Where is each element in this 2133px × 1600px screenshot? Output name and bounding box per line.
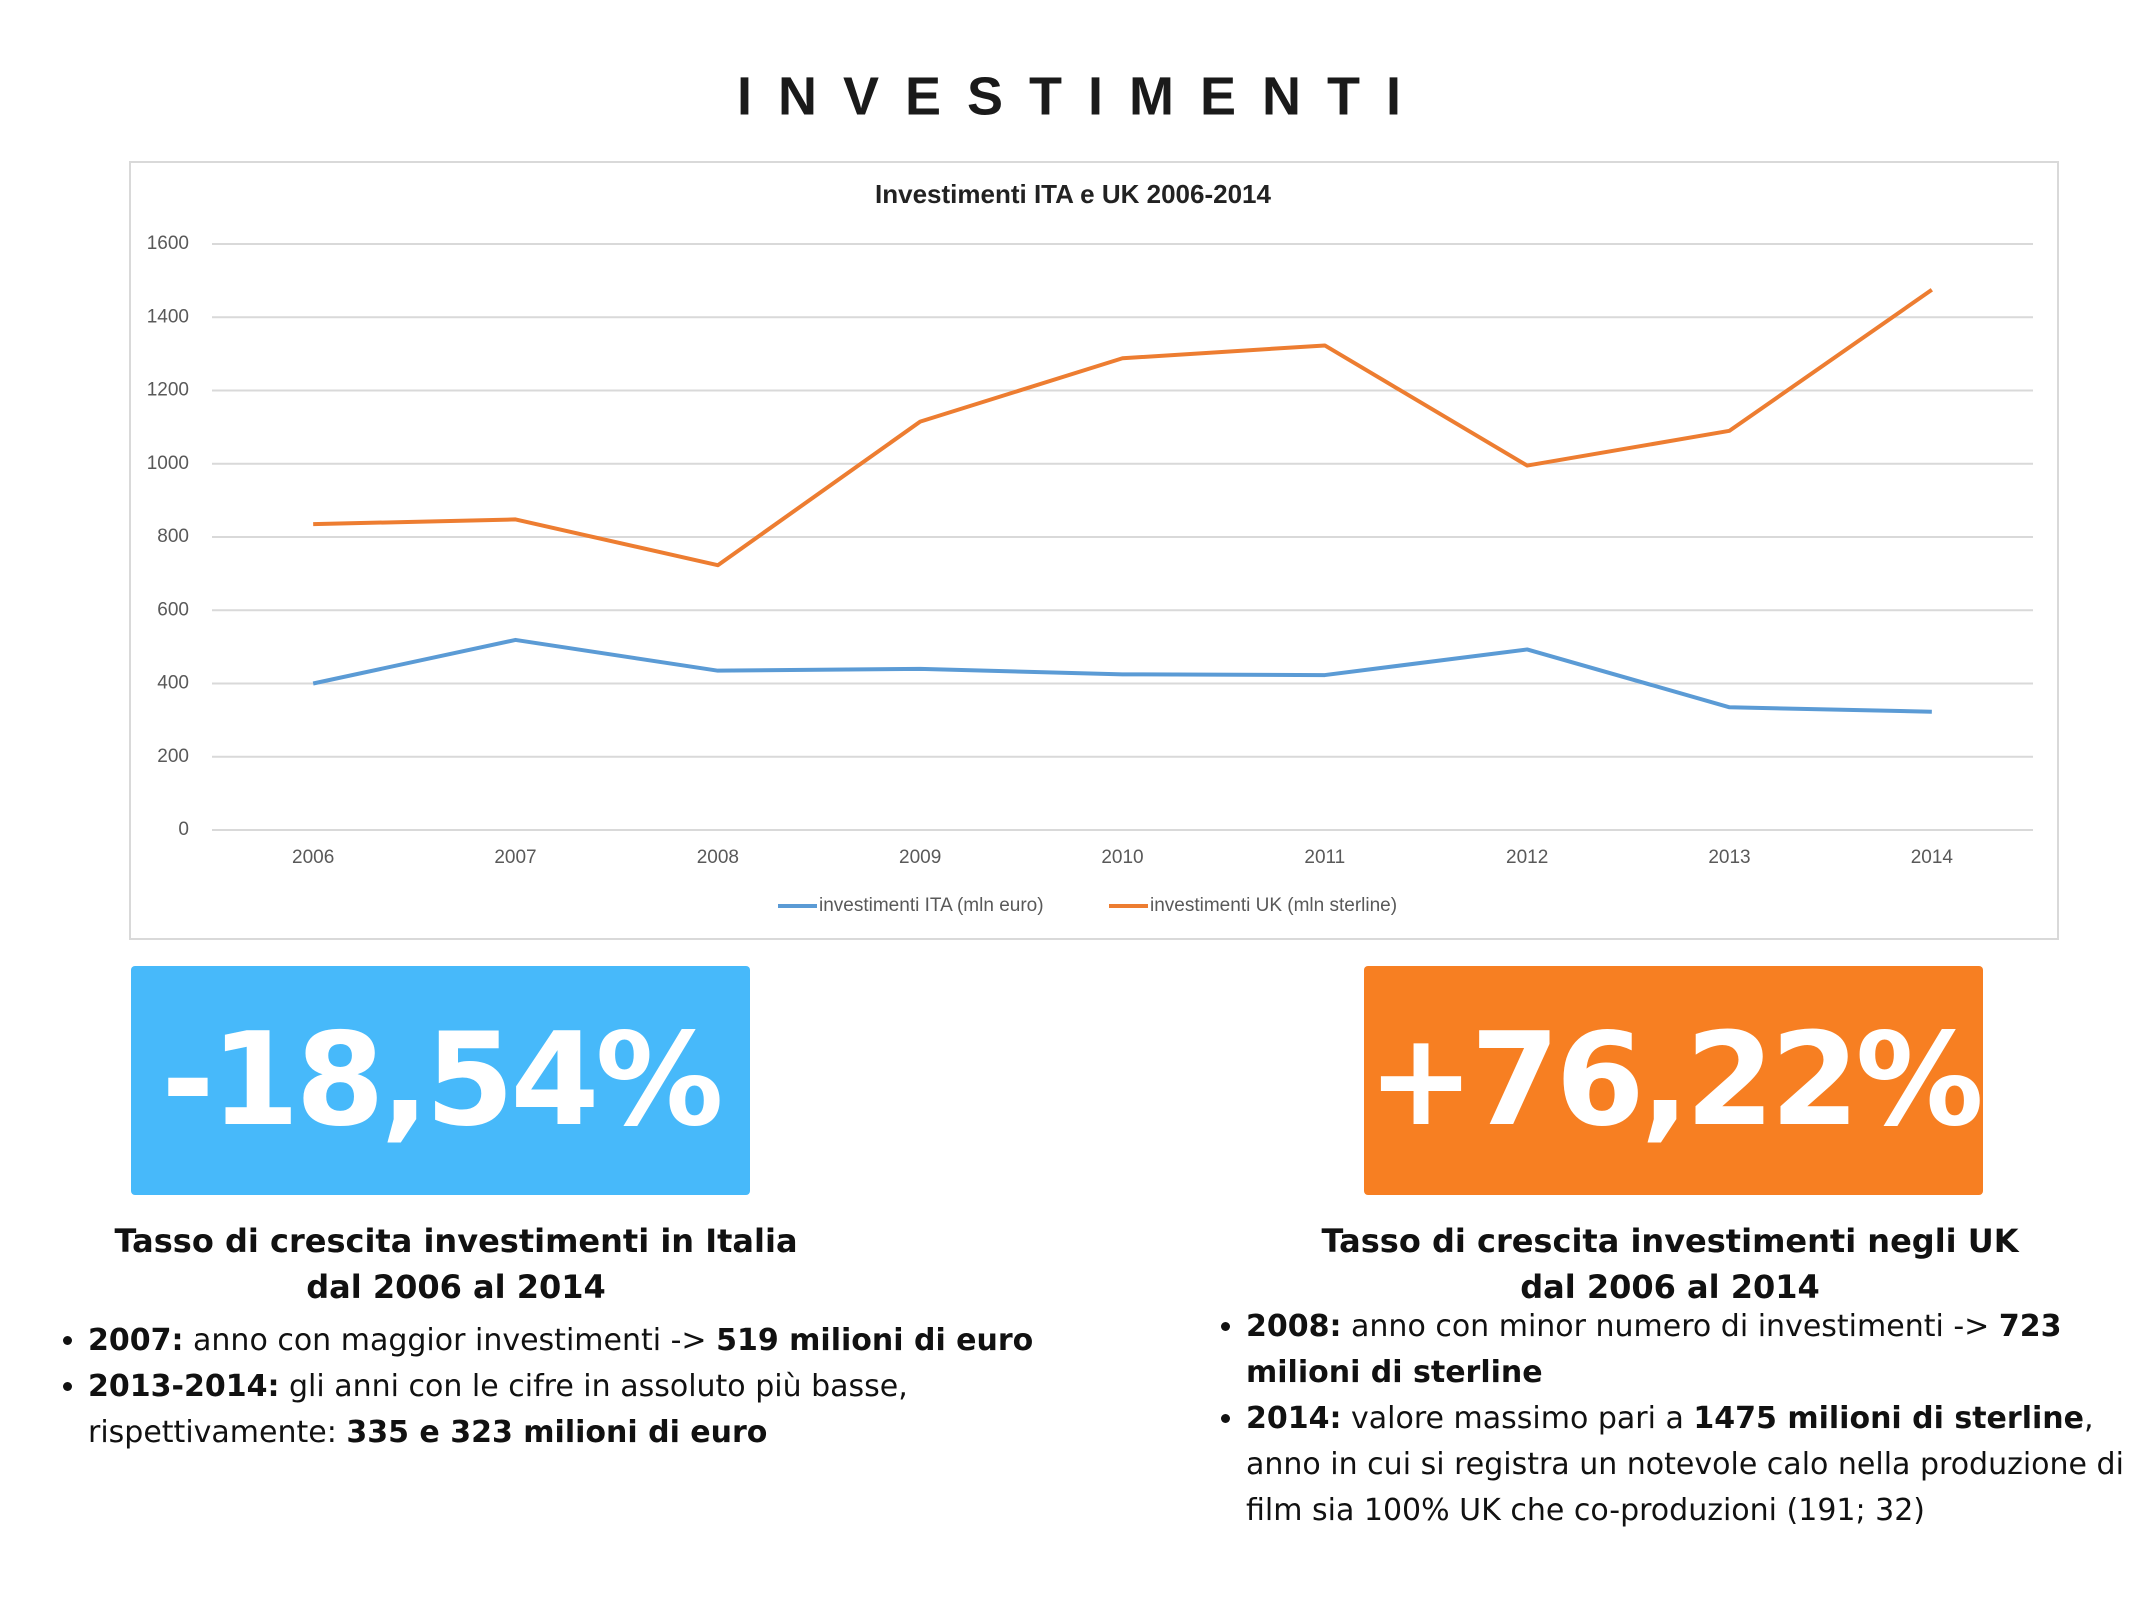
y-tick-label: 1200 xyxy=(147,380,189,401)
series-line xyxy=(313,288,1933,568)
bullet-text: , anno in cui si registra un notevole ca… xyxy=(1246,1401,2133,1528)
bullet-text: gli anni con le cifre in assoluto più ba… xyxy=(88,1369,918,1450)
bullet-text: 2007: xyxy=(88,1323,184,1358)
bullet-text: 519 milioni di euro xyxy=(716,1323,1034,1358)
bullet-text: anno con minor numero di investimenti -> xyxy=(1341,1309,1999,1344)
x-tick-label: 2011 xyxy=(1304,847,1345,868)
y-tick-label: 800 xyxy=(157,526,189,547)
bullet: 2014: valore massimo pari a 1475 milioni… xyxy=(1246,1396,2133,1534)
bullet: 2013-2014: gli anni con le cifre in asso… xyxy=(88,1364,1048,1456)
y-tick-label: 1000 xyxy=(147,453,189,474)
stat-box: -18,54% xyxy=(131,966,750,1195)
y-tick-label: 400 xyxy=(157,673,189,694)
bullet: 2008: anno con minor numero di investime… xyxy=(1246,1304,2133,1396)
bullet-list: 2007: anno con maggior investimenti -> 5… xyxy=(55,1318,1048,1456)
bullet-text: 1475 milioni di sterline xyxy=(1693,1401,2084,1436)
legend-label: investimenti ITA (mln euro) xyxy=(819,895,1044,916)
caption-line: dal 2006 al 2014 xyxy=(306,1268,606,1306)
chart-frame xyxy=(129,161,2059,940)
stat-box: +76,22% xyxy=(1364,966,1984,1195)
bullet-text: 2008: xyxy=(1246,1309,1342,1344)
y-tick-label: 0 xyxy=(178,819,189,840)
x-tick-label: 2006 xyxy=(292,847,334,868)
caption-line: dal 2006 al 2014 xyxy=(1520,1268,1820,1306)
x-tick-label: 2013 xyxy=(1708,847,1750,868)
bullet-list: 2008: anno con minor numero di investime… xyxy=(1213,1304,2133,1534)
bullet-text: 2014: xyxy=(1246,1401,1342,1436)
y-tick-label: 200 xyxy=(157,746,189,767)
x-tick-label: 2014 xyxy=(1911,847,1954,868)
bullet: 2007: anno con maggior investimenti -> 5… xyxy=(88,1318,1048,1364)
x-tick-label: 2012 xyxy=(1506,847,1548,868)
legend-label: investimenti UK (mln sterline) xyxy=(1150,895,1397,916)
x-tick-label: 2010 xyxy=(1101,847,1143,868)
stat-caption: Tasso di crescita investimenti negli UK d… xyxy=(1220,1218,2120,1310)
y-tick-label: 600 xyxy=(157,599,189,620)
stat-value: +76,22% xyxy=(1367,1006,1983,1155)
bullet-text: 723 milioni di sterline xyxy=(1246,1309,2072,1390)
series-line xyxy=(312,637,1932,714)
bullet-text: 335 e 323 milioni di euro xyxy=(346,1415,768,1450)
bullet-text: 2013-2014: xyxy=(88,1369,280,1404)
chart-title: Investimenti ITA e UK 2006-2014 xyxy=(875,179,1271,209)
stat-caption: Tasso di crescita investimenti in Italia… xyxy=(6,1218,906,1310)
stat-value: -18,54% xyxy=(161,1006,723,1155)
x-tick-label: 2008 xyxy=(697,847,739,868)
y-tick-label: 1600 xyxy=(147,233,189,254)
x-tick-label: 2007 xyxy=(494,847,536,868)
y-tick-label: 1400 xyxy=(147,306,189,327)
caption-line: Tasso di crescita investimenti negli UK xyxy=(1321,1222,2019,1260)
bullet-text: valore massimo pari a xyxy=(1341,1401,1694,1436)
x-tick-label: 2009 xyxy=(899,847,941,868)
caption-line: Tasso di crescita investimenti in Italia xyxy=(114,1222,798,1260)
bullet-text: anno con maggior investimenti -> xyxy=(183,1323,717,1358)
page-title: INVESTIMENTI xyxy=(737,66,1427,126)
